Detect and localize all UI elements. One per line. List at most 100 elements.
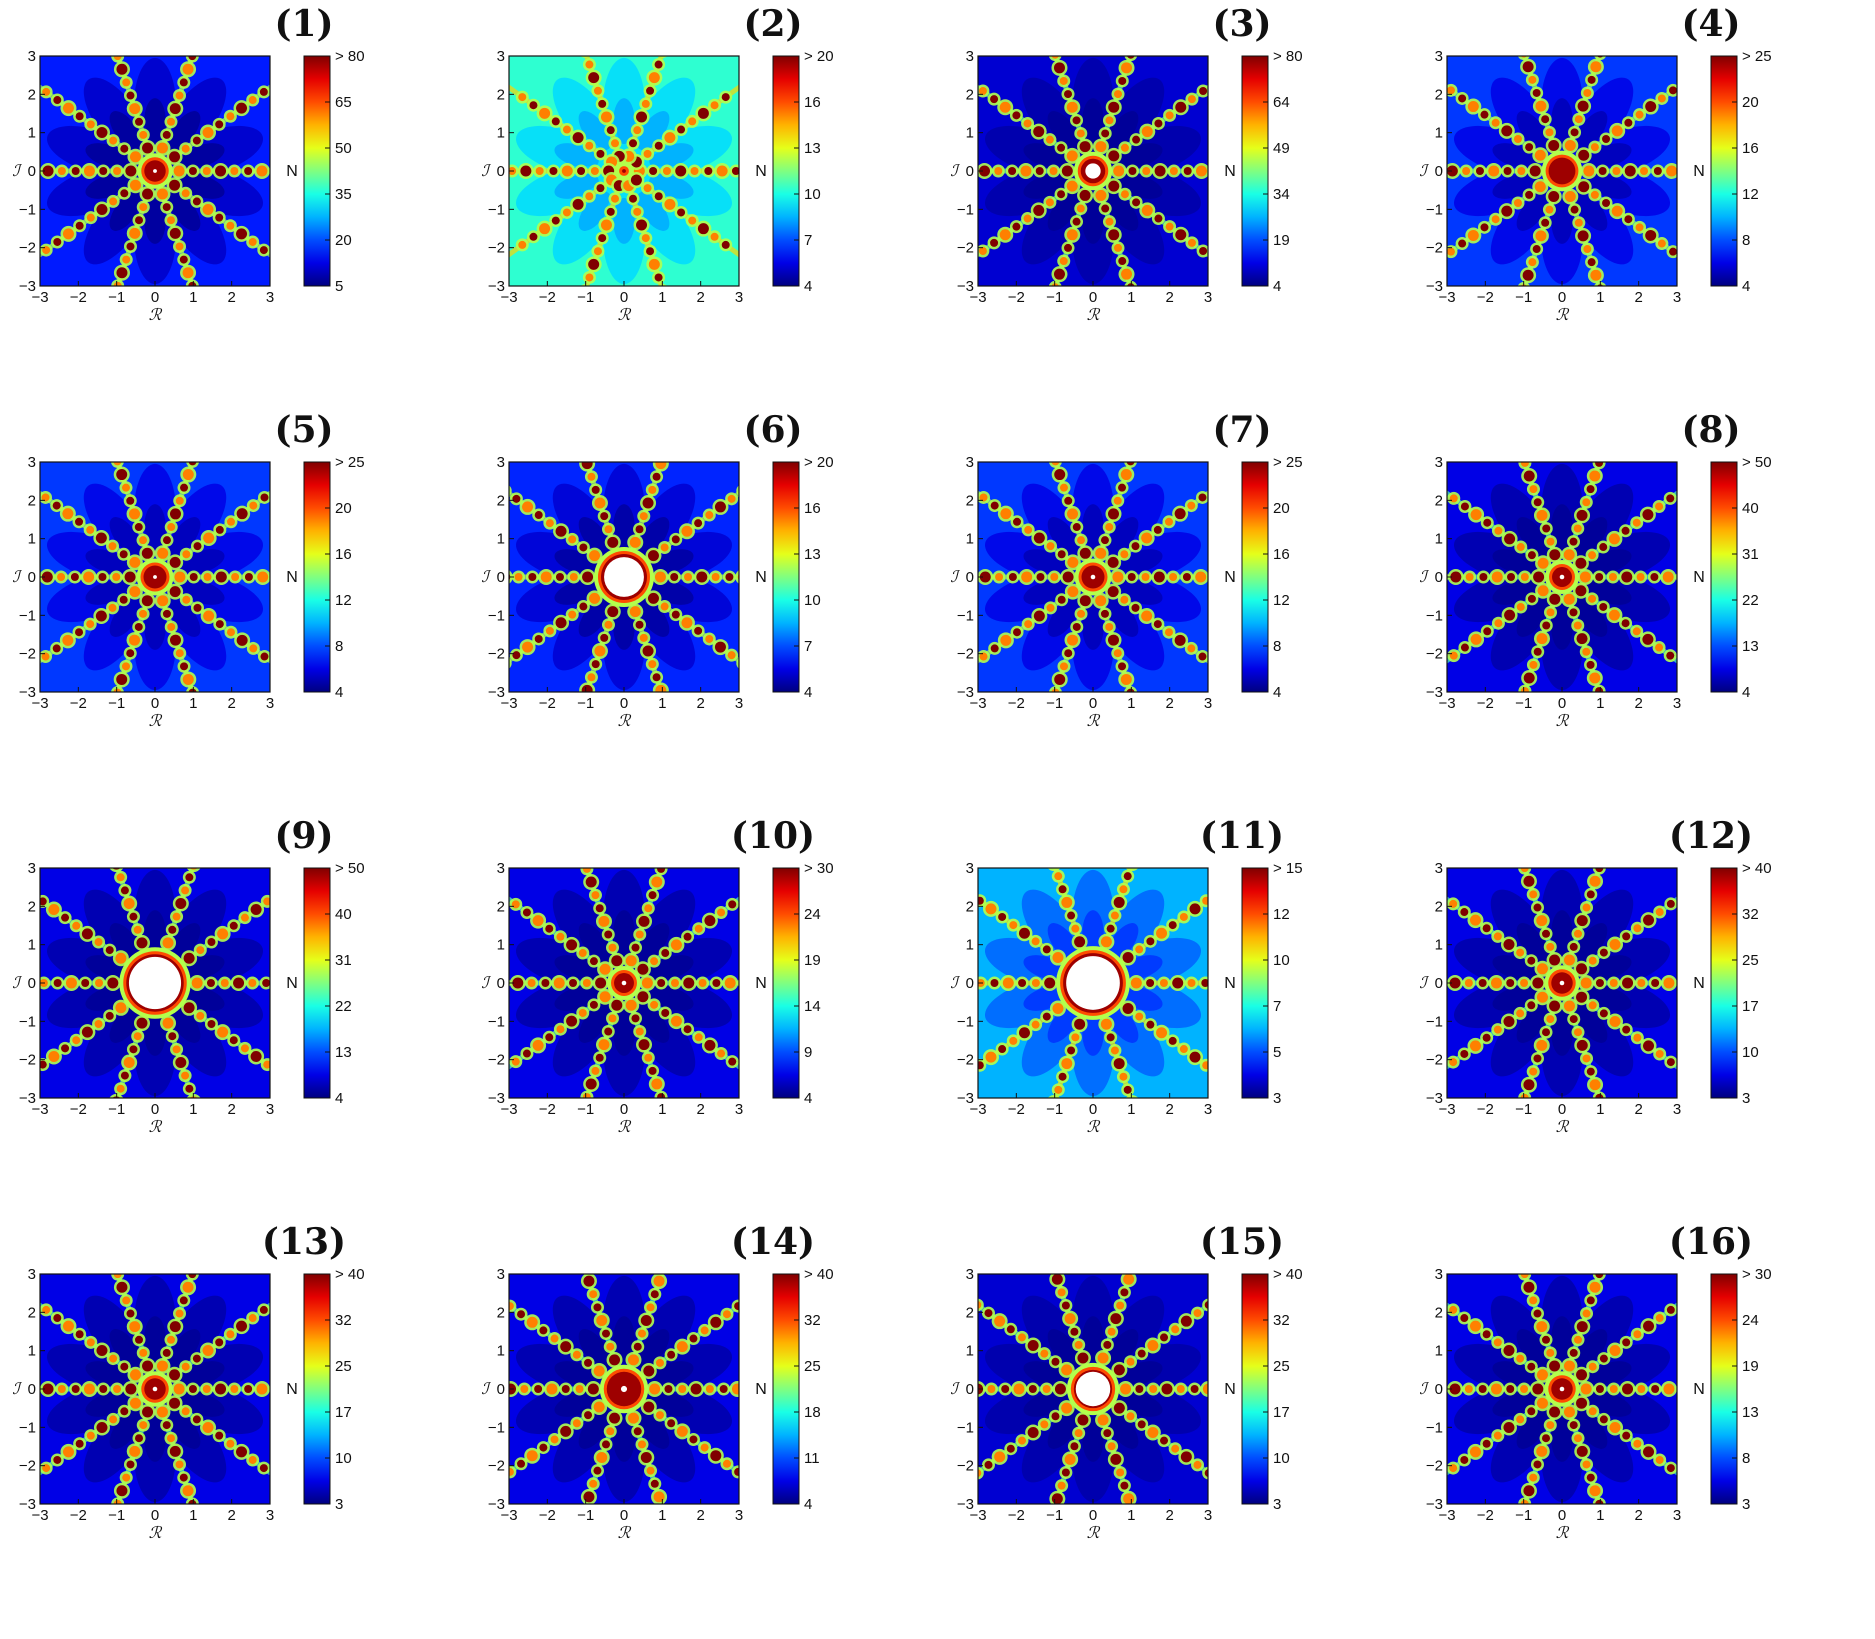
arm-bulb bbox=[1012, 222, 1021, 231]
arm-bulb bbox=[181, 189, 190, 198]
arm-bulb bbox=[1193, 1460, 1202, 1469]
arm-bulb bbox=[53, 1455, 62, 1464]
arm-bulb bbox=[182, 673, 194, 685]
y-tick-label: −1 bbox=[488, 607, 505, 624]
arm-bulb bbox=[1576, 1369, 1588, 1381]
arm-bulb bbox=[1458, 239, 1467, 248]
arm-bulb bbox=[1582, 903, 1591, 912]
arm-bulb bbox=[555, 573, 564, 581]
arm-bulb bbox=[1589, 470, 1601, 482]
arm-bulb bbox=[1460, 1049, 1469, 1058]
arm-bulb bbox=[169, 586, 181, 598]
arm-bulb bbox=[1120, 1383, 1132, 1395]
y-tick-label: 2 bbox=[497, 898, 505, 915]
arm-bulb bbox=[629, 194, 638, 203]
arm-bulb bbox=[1573, 1028, 1582, 1037]
arm-bulb bbox=[518, 93, 527, 102]
petal-lobe-core bbox=[1575, 1003, 1608, 1043]
arm-bulb bbox=[1576, 1445, 1588, 1457]
arm-bulb bbox=[1574, 218, 1583, 227]
arm-bulb bbox=[648, 72, 660, 84]
x-tick-label: 0 bbox=[1558, 1101, 1566, 1118]
arm-bulb bbox=[122, 255, 131, 264]
y-tick-label: 0 bbox=[1435, 569, 1443, 586]
arm-bulb bbox=[979, 652, 988, 661]
center-core bbox=[1548, 157, 1576, 185]
colorbar-tick-label: 4 bbox=[1742, 278, 1750, 295]
colorbar-tick-label: 3 bbox=[1742, 1090, 1750, 1107]
panel-title: (9) bbox=[274, 815, 333, 857]
colorbar-tick-label: > 20 bbox=[804, 454, 834, 471]
colorbar-tick-label: 17 bbox=[1273, 1404, 1290, 1421]
petal-lobe-core bbox=[578, 1329, 611, 1369]
arm-bulb bbox=[202, 1422, 214, 1434]
arm-bulb bbox=[1179, 912, 1188, 921]
petal-lobe-core bbox=[1047, 923, 1080, 963]
arm-bulb bbox=[512, 977, 524, 989]
petal-lobe-core bbox=[637, 191, 670, 231]
petal-lobe-core bbox=[1551, 1415, 1573, 1462]
arm-bulb bbox=[671, 535, 680, 544]
arm-bulb-halo bbox=[1514, 1255, 1527, 1268]
arm-bulb-halo bbox=[1125, 868, 1139, 872]
colorbar bbox=[1241, 867, 1269, 1099]
arm-bulb bbox=[129, 556, 141, 568]
petal-lobe-core bbox=[1106, 923, 1139, 963]
arm-bulb bbox=[1042, 1012, 1051, 1021]
x-tick-label: 3 bbox=[1673, 1507, 1681, 1524]
arm-bulb bbox=[98, 573, 107, 581]
arm-bulb bbox=[109, 39, 117, 47]
arm-bulb bbox=[596, 184, 605, 193]
heatmap-area bbox=[40, 868, 270, 1098]
arm-bulb bbox=[1546, 942, 1555, 951]
arm-bulb bbox=[1595, 979, 1604, 987]
arm-bulb bbox=[1120, 190, 1129, 199]
colorbar bbox=[1241, 1273, 1269, 1505]
arm-bulb bbox=[590, 167, 599, 175]
arm-bulb bbox=[593, 247, 602, 256]
arm-bulb bbox=[1501, 125, 1513, 137]
arm-bulb bbox=[1174, 634, 1186, 646]
arm-bulb bbox=[738, 489, 739, 493]
arm-bulb bbox=[96, 126, 108, 138]
x-tick-label: −1 bbox=[1515, 1507, 1532, 1524]
arm-bulb bbox=[577, 167, 586, 175]
arm-bulb bbox=[711, 573, 720, 581]
arm-bulb-halo bbox=[107, 442, 120, 455]
arm-bulb bbox=[1103, 1429, 1112, 1438]
y-tick-label: 2 bbox=[966, 898, 974, 915]
petal-lobe-core bbox=[1106, 1003, 1139, 1043]
arm-bulb bbox=[1600, 1257, 1608, 1265]
arm-bulb bbox=[1650, 573, 1659, 581]
arm-bulb bbox=[1586, 485, 1595, 494]
arm-bulb bbox=[108, 603, 117, 612]
arm-bulb bbox=[1176, 1385, 1185, 1393]
arm-bulb bbox=[689, 1334, 698, 1343]
colorbar-tick-label: 64 bbox=[1273, 94, 1290, 111]
arm-bulb bbox=[575, 433, 583, 441]
arm-bulb bbox=[1204, 1469, 1208, 1477]
arm-bulb bbox=[539, 1443, 548, 1452]
arm-bulb bbox=[584, 1358, 593, 1367]
arm-bulb bbox=[1609, 1344, 1621, 1356]
y-tick-label: −3 bbox=[19, 684, 36, 701]
colorbar-tick-label: 40 bbox=[1742, 500, 1759, 517]
arm-bulb bbox=[1079, 141, 1091, 153]
x-tick-label: 0 bbox=[151, 695, 159, 712]
colorbar-tick-label: 4 bbox=[1273, 684, 1281, 701]
arm-bulb bbox=[181, 144, 190, 153]
x-tick-label: 2 bbox=[696, 1101, 704, 1118]
arm-bulb bbox=[595, 977, 607, 989]
petal-lobe-core bbox=[613, 1415, 635, 1462]
arm-bulb bbox=[1621, 526, 1630, 535]
arm-bulb bbox=[1110, 1313, 1122, 1325]
arm-bulb bbox=[1079, 189, 1091, 201]
arm-bulb bbox=[595, 904, 604, 913]
heatmap-area bbox=[509, 1274, 739, 1504]
arm-bulb bbox=[579, 602, 588, 611]
arm-bulb bbox=[133, 1032, 142, 1041]
arm-bulb bbox=[1534, 149, 1546, 161]
arm-bulb bbox=[126, 496, 135, 505]
arm-bulb bbox=[1006, 1444, 1015, 1453]
petal-lobe-core bbox=[1082, 910, 1104, 957]
